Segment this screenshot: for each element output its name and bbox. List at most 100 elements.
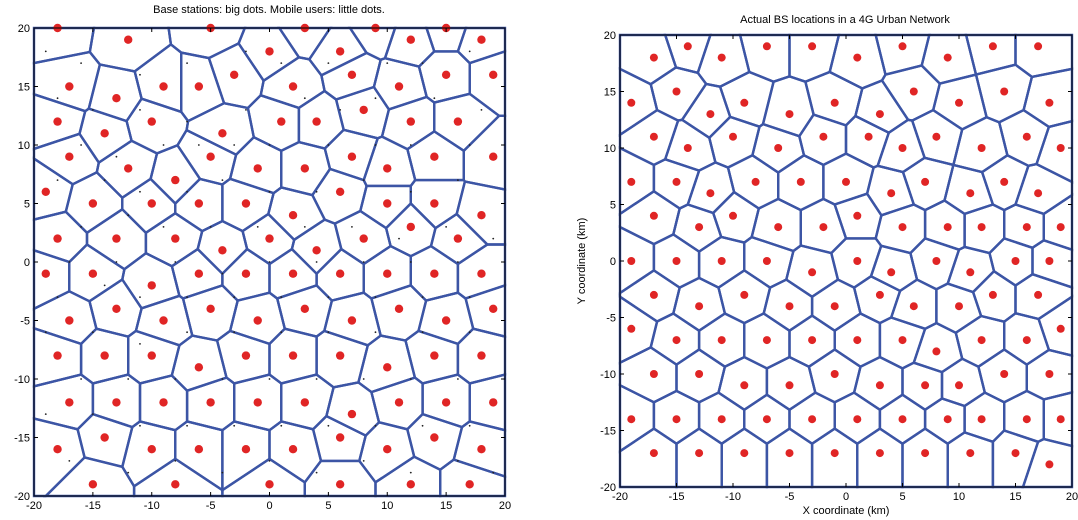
- base-station-dot: [875, 110, 884, 119]
- x-tick-label: 0: [843, 491, 849, 503]
- mobile-user-dot: [280, 296, 283, 298]
- x-tick-label: 15: [440, 500, 452, 512]
- base-station-dot: [796, 177, 805, 186]
- base-station-dot: [159, 82, 168, 91]
- base-station-dot: [218, 246, 227, 255]
- mobile-user-dot: [468, 144, 471, 146]
- mobile-user-dot: [374, 97, 377, 100]
- base-station-dot: [1045, 257, 1054, 265]
- base-station-dot: [683, 42, 692, 51]
- base-station-dot: [729, 211, 737, 220]
- base-station-dot: [288, 351, 298, 360]
- y-tick-label: 10: [18, 140, 30, 152]
- base-station-dot: [1022, 415, 1031, 424]
- base-station-dot: [65, 398, 74, 407]
- voronoi-cell: [121, 251, 181, 310]
- base-station-dot: [477, 351, 486, 360]
- base-station-dot: [383, 269, 392, 278]
- mobile-user-dot: [186, 424, 188, 427]
- mobile-user-dot: [127, 214, 130, 217]
- base-station-dot: [774, 144, 783, 152]
- mobile-user-dot: [80, 62, 82, 64]
- base-station-dot: [898, 42, 907, 51]
- base-station-dot: [441, 398, 451, 407]
- base-station-dot: [1034, 42, 1043, 51]
- mobile-user-dot: [398, 237, 400, 240]
- base-station-dot: [194, 199, 204, 208]
- voronoi-cell: [946, 431, 995, 489]
- base-station-dot: [53, 445, 62, 454]
- x-tick-label: -10: [725, 491, 741, 503]
- voronoi-cell: [221, 457, 306, 498]
- voronoi-cell: [618, 66, 659, 138]
- base-station-dot: [171, 175, 180, 185]
- mobile-user-dot: [421, 296, 424, 298]
- base-station-dot: [430, 269, 439, 278]
- base-station-dot: [1000, 370, 1009, 378]
- y-tick-label: -10: [14, 374, 30, 386]
- base-station-dot: [1022, 223, 1031, 232]
- base-station-dot: [774, 223, 783, 232]
- voronoi-cell: [1014, 272, 1074, 321]
- base-station-dot: [672, 87, 681, 96]
- voronoi-cell: [42, 456, 136, 498]
- mobile-user-dot: [457, 460, 459, 462]
- base-station-dot: [649, 449, 658, 458]
- base-station-dot: [717, 257, 726, 265]
- base-station-dot: [394, 304, 404, 313]
- base-station-dot: [489, 304, 498, 313]
- mobile-user-dot: [362, 460, 365, 462]
- voronoi-cell: [311, 167, 368, 225]
- base-station-dot: [649, 211, 658, 220]
- base-station-dot: [830, 98, 839, 107]
- voronoi-cell: [246, 93, 301, 153]
- x-tick-label: -20: [612, 491, 628, 503]
- base-station-dot: [943, 53, 952, 62]
- base-station-dot: [218, 129, 227, 138]
- base-station-dot: [943, 223, 952, 232]
- base-station-dot: [265, 480, 274, 489]
- base-station-dot: [887, 189, 896, 198]
- mobile-user-dot: [468, 50, 471, 53]
- mobile-user-dot: [315, 190, 318, 193]
- base-station-dot: [394, 398, 404, 407]
- base-station-dot: [65, 152, 74, 161]
- y-tick-label: 10: [604, 143, 616, 155]
- base-station-dot: [785, 302, 794, 311]
- y-tick-label: 20: [18, 23, 30, 35]
- base-station-dot: [335, 47, 345, 56]
- y-tick-label: -15: [14, 433, 30, 445]
- base-station-dot: [853, 415, 862, 424]
- voronoi-cell: [618, 108, 680, 167]
- base-station-dot: [277, 117, 286, 126]
- base-station-dot: [1011, 257, 1020, 265]
- base-station-dot: [808, 268, 817, 277]
- voronoi-cell: [1022, 67, 1074, 129]
- base-station-dot: [489, 70, 498, 80]
- base-station-dot: [335, 269, 345, 278]
- base-station-dot: [649, 290, 658, 299]
- base-station-dot: [853, 211, 862, 220]
- base-station-dot: [347, 152, 357, 161]
- base-station-dot: [194, 363, 204, 372]
- base-station-dot: [147, 281, 156, 290]
- base-station-dot: [489, 398, 498, 407]
- base-station-dot: [477, 211, 486, 220]
- mobile-user-dot: [327, 144, 330, 146]
- base-station-dot: [312, 117, 321, 126]
- x-tick-label: 10: [381, 500, 393, 512]
- mobile-user-dot: [374, 296, 377, 298]
- base-station-dot: [875, 290, 884, 299]
- mobile-user-dot: [374, 144, 377, 146]
- base-station-dot: [300, 398, 310, 407]
- x-tick-label: -20: [26, 500, 42, 512]
- base-station-dot: [406, 117, 415, 126]
- base-station-dot: [1045, 98, 1054, 107]
- base-station-dot: [762, 257, 771, 265]
- voronoi-cell: [856, 427, 904, 489]
- mobile-user-dot: [351, 226, 353, 228]
- base-station-dot: [1011, 449, 1020, 458]
- base-station-dot: [147, 351, 156, 360]
- x-tick-label: 20: [499, 500, 511, 512]
- mobile-user-dot: [280, 424, 283, 427]
